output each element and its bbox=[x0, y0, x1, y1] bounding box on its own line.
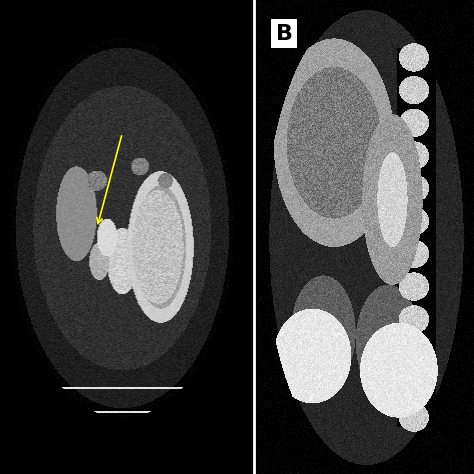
Text: B: B bbox=[275, 24, 292, 44]
